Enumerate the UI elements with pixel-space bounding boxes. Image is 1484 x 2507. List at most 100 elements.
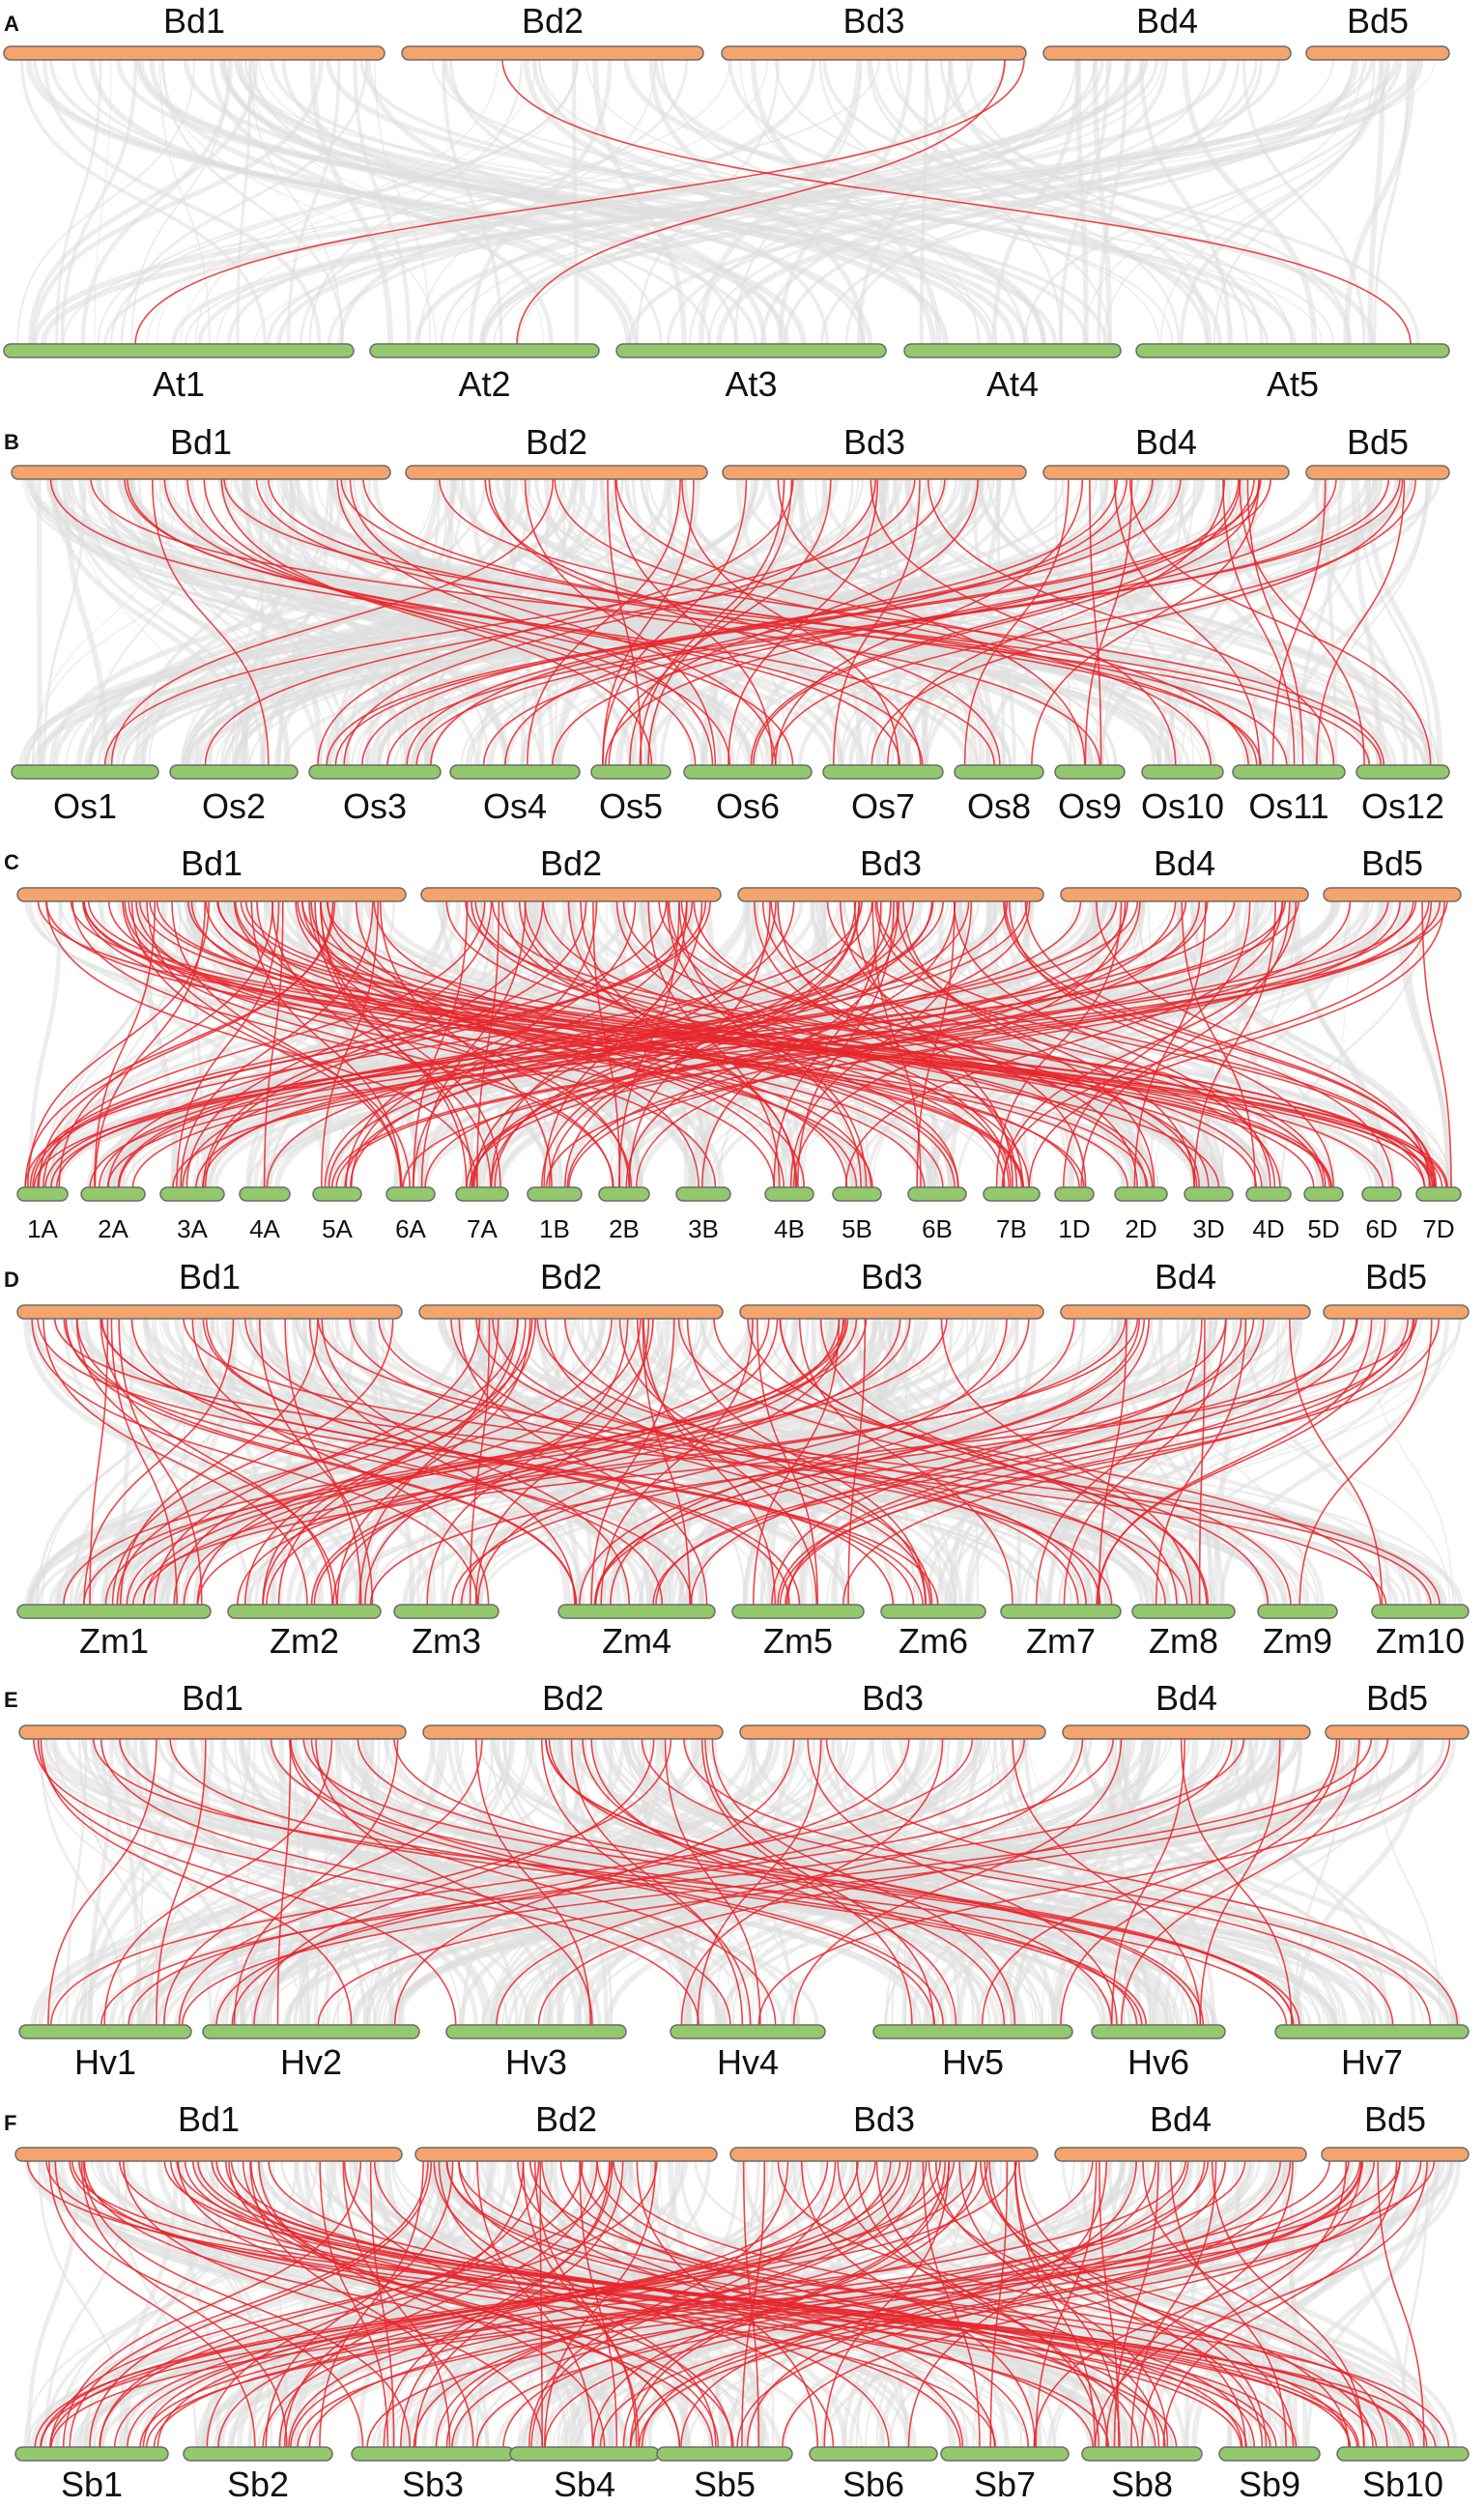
bottom-chromosome-bar: [822, 764, 944, 780]
bottom-chromosome-label: 6A: [395, 1214, 426, 1243]
background-link: [1182, 58, 1318, 346]
highlight-link: [364, 1317, 654, 1607]
highlight-link: [240, 899, 1330, 1189]
bottom-chromosome-bar: [832, 1186, 882, 1202]
highlight-link: [100, 1737, 731, 2027]
highlight-link: [496, 1737, 1084, 2027]
background-link: [368, 1737, 395, 2027]
highlight-link: [1060, 1737, 1341, 2027]
bottom-chromosome-bar: [1054, 764, 1126, 780]
background-link: [537, 1317, 667, 1607]
bottom-chromosome-label: Zm8: [1149, 1621, 1218, 1661]
top-chromosome-bar: [721, 45, 1027, 61]
top-chromosome-bar: [18, 1724, 407, 1740]
highlight-link: [466, 899, 1177, 1189]
highlight-link: [204, 477, 946, 767]
background-link: [959, 899, 1454, 1189]
highlight-link: [263, 899, 284, 1189]
highlight-link: [89, 2159, 433, 2449]
bottom-chromosome-label: Hv3: [505, 2042, 567, 2082]
highlight-link: [139, 2159, 1246, 2449]
background-link: [991, 58, 1081, 346]
highlight-link: [608, 477, 979, 767]
panel-letter: F: [4, 2111, 16, 2135]
highlight-link: [283, 2159, 525, 2449]
highlight-link: [981, 1737, 1338, 2027]
bottom-chromosome-label: 7B: [996, 1214, 1027, 1243]
highlight-link: [177, 2159, 734, 2449]
highlight-links: [24, 899, 1452, 1189]
background-link: [1364, 477, 1443, 767]
background-link: [178, 1317, 224, 1607]
bottom-chromosome-bar: [1114, 1186, 1168, 1202]
background-link: [753, 477, 1224, 767]
top-chromosome-label: Bd1: [182, 1678, 243, 1718]
background-link: [234, 58, 1089, 346]
background-link: [1163, 477, 1327, 767]
highlight-link: [774, 477, 1084, 767]
highlight-link: [844, 899, 1284, 1189]
highlight-link: [230, 2159, 1298, 2449]
highlight-link: [135, 899, 776, 1189]
highlight-link: [1035, 2159, 1098, 2449]
highlight-link: [420, 899, 527, 1189]
background-link: [1144, 2159, 1440, 2449]
background-link: [698, 58, 862, 346]
highlight-link: [690, 1317, 1242, 1607]
highlight-links: [33, 1737, 1459, 2027]
bottom-chromosome-bar: [169, 764, 299, 780]
highlight-link: [58, 899, 274, 1189]
bottom-chromosome-label: Os9: [1058, 786, 1122, 826]
highlight-link: [130, 899, 403, 1189]
highlight-link: [887, 477, 1226, 767]
background-link: [31, 477, 233, 767]
highlight-link: [988, 2159, 1246, 2449]
background-link: [27, 58, 259, 346]
bottom-chromosome-bar: [449, 764, 581, 780]
highlight-links: [49, 477, 1432, 767]
background-link: [713, 1737, 795, 2027]
background-link: [43, 58, 322, 346]
highlight-link: [204, 899, 587, 1189]
highlight-link: [593, 1317, 1146, 1607]
background-link: [286, 1737, 990, 2027]
background-link: [881, 1737, 1214, 2027]
background-link: [623, 477, 1251, 767]
bottom-chromosome-bar: [764, 1186, 814, 1202]
top-chromosome-bar: [401, 45, 704, 61]
bottom-chromosome-bar: [18, 2024, 192, 2039]
background-link: [925, 58, 1064, 346]
bottom-chromosome-bar: [1361, 1186, 1402, 1202]
top-chromosome-label: Bd4: [1154, 843, 1215, 883]
background-link: [148, 1317, 214, 1607]
background-link: [237, 2159, 595, 2449]
top-chromosome-label: Bd2: [540, 1257, 602, 1296]
highlight-link: [445, 2159, 1156, 2449]
highlight-link: [681, 477, 899, 767]
background-link: [158, 58, 211, 346]
background-link: [107, 477, 962, 767]
highlight-link: [27, 899, 211, 1189]
background-link: [22, 477, 840, 767]
highlight-link: [1097, 1317, 1373, 1607]
highlight-link: [628, 899, 771, 1189]
highlight-link: [206, 2159, 540, 2449]
highlight-link: [228, 2159, 720, 2449]
highlight-link: [1155, 1317, 1247, 1607]
highlight-link: [1198, 1317, 1206, 1607]
bottom-chromosome-label: At4: [986, 364, 1039, 404]
background-link: [975, 477, 1432, 767]
highlight-link: [324, 899, 795, 1189]
bottom-chromosome-bar: [880, 1604, 986, 1619]
top-chromosome-bar: [405, 465, 708, 480]
bottom-chromosome-label: 1D: [1058, 1214, 1090, 1243]
background-link: [386, 477, 442, 767]
bottom-chromosome-label: Os4: [483, 786, 547, 826]
highlight-link: [1222, 477, 1296, 767]
highlight-link: [98, 899, 1009, 1189]
highlight-link: [343, 477, 877, 767]
top-chromosome-bar: [14, 2147, 403, 2162]
bottom-chromosome-bar: [11, 764, 159, 780]
top-chromosome-label: Bd5: [1364, 2099, 1426, 2139]
background-link: [68, 477, 266, 767]
